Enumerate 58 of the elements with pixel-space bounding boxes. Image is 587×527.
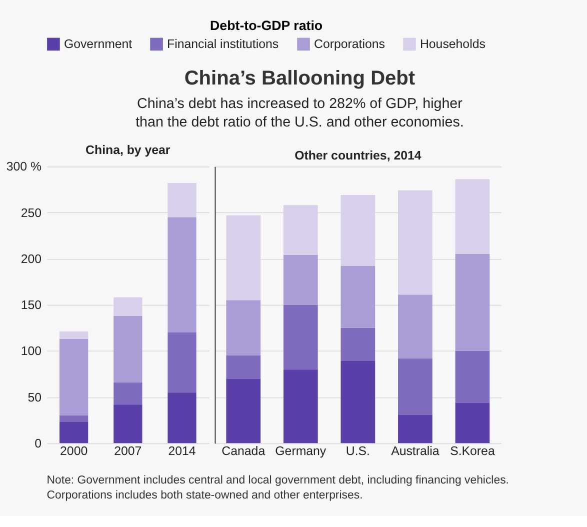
x-tick-label: S.Korea — [450, 444, 495, 458]
legend-label: Government — [64, 37, 133, 52]
legend-title: Debt-to-GDP ratio — [210, 18, 323, 33]
bar — [226, 300, 261, 356]
x-tick-label: 2000 — [60, 444, 88, 458]
bar — [168, 217, 196, 332]
bar — [283, 304, 318, 370]
text: China’s debt has increased to 282% of GDP, higher than the debt ratio of the U.S. and other economies. — [136, 96, 464, 130]
bar — [398, 294, 432, 358]
y-tick-label: 50 — [28, 390, 42, 404]
bar — [340, 194, 376, 266]
bar — [226, 356, 261, 379]
bar — [114, 316, 142, 382]
bar — [340, 266, 376, 328]
x-tick-label: 2014 — [168, 444, 196, 458]
bar — [283, 369, 318, 444]
bar — [114, 382, 142, 404]
legend-label: Households — [420, 37, 486, 52]
bar — [398, 414, 432, 444]
bar — [59, 338, 88, 416]
bar — [59, 332, 88, 339]
bar — [283, 205, 318, 255]
bar — [168, 332, 196, 392]
bar — [226, 378, 261, 444]
text: Other countries, 2014 — [294, 148, 422, 163]
bar — [168, 182, 196, 218]
bar — [59, 422, 88, 444]
text: Corporations includes both state-owned and other enterprises. — [46, 490, 363, 502]
bar — [398, 358, 432, 415]
bar — [340, 361, 376, 444]
bar — [114, 297, 142, 316]
bar — [398, 190, 432, 295]
x-tick-label: Canada — [222, 444, 266, 458]
legend-label: Corporations — [314, 37, 385, 52]
text: China’s Ballooning Debt — [184, 67, 416, 90]
bar — [114, 404, 142, 444]
text: Note: Government includes central and local government debt, including financing vehicles. — [46, 474, 509, 486]
y-tick-label: 150 — [20, 298, 42, 312]
x-tick-label: 2007 — [114, 444, 142, 458]
bar — [455, 402, 490, 444]
bar — [283, 254, 318, 305]
bar — [168, 392, 196, 444]
x-tick-label: U.S. — [346, 444, 370, 458]
bar — [455, 254, 490, 351]
y-tick-label: 250 — [20, 206, 42, 220]
bar — [455, 179, 490, 254]
text: China, by year — [86, 142, 170, 157]
x-tick-label: Germany — [275, 444, 327, 458]
bar — [59, 415, 88, 422]
legend-label: Financial institutions — [167, 37, 279, 52]
y-tick-label: 200 — [20, 252, 42, 266]
bar — [226, 215, 261, 300]
bar — [340, 328, 376, 362]
y-tick-label: 0 — [34, 436, 42, 450]
bar — [455, 350, 490, 403]
x-tick-label: Australia — [391, 444, 440, 458]
y-tick-label: 300 % — [6, 160, 42, 174]
y-tick-label: 100 — [20, 344, 42, 358]
